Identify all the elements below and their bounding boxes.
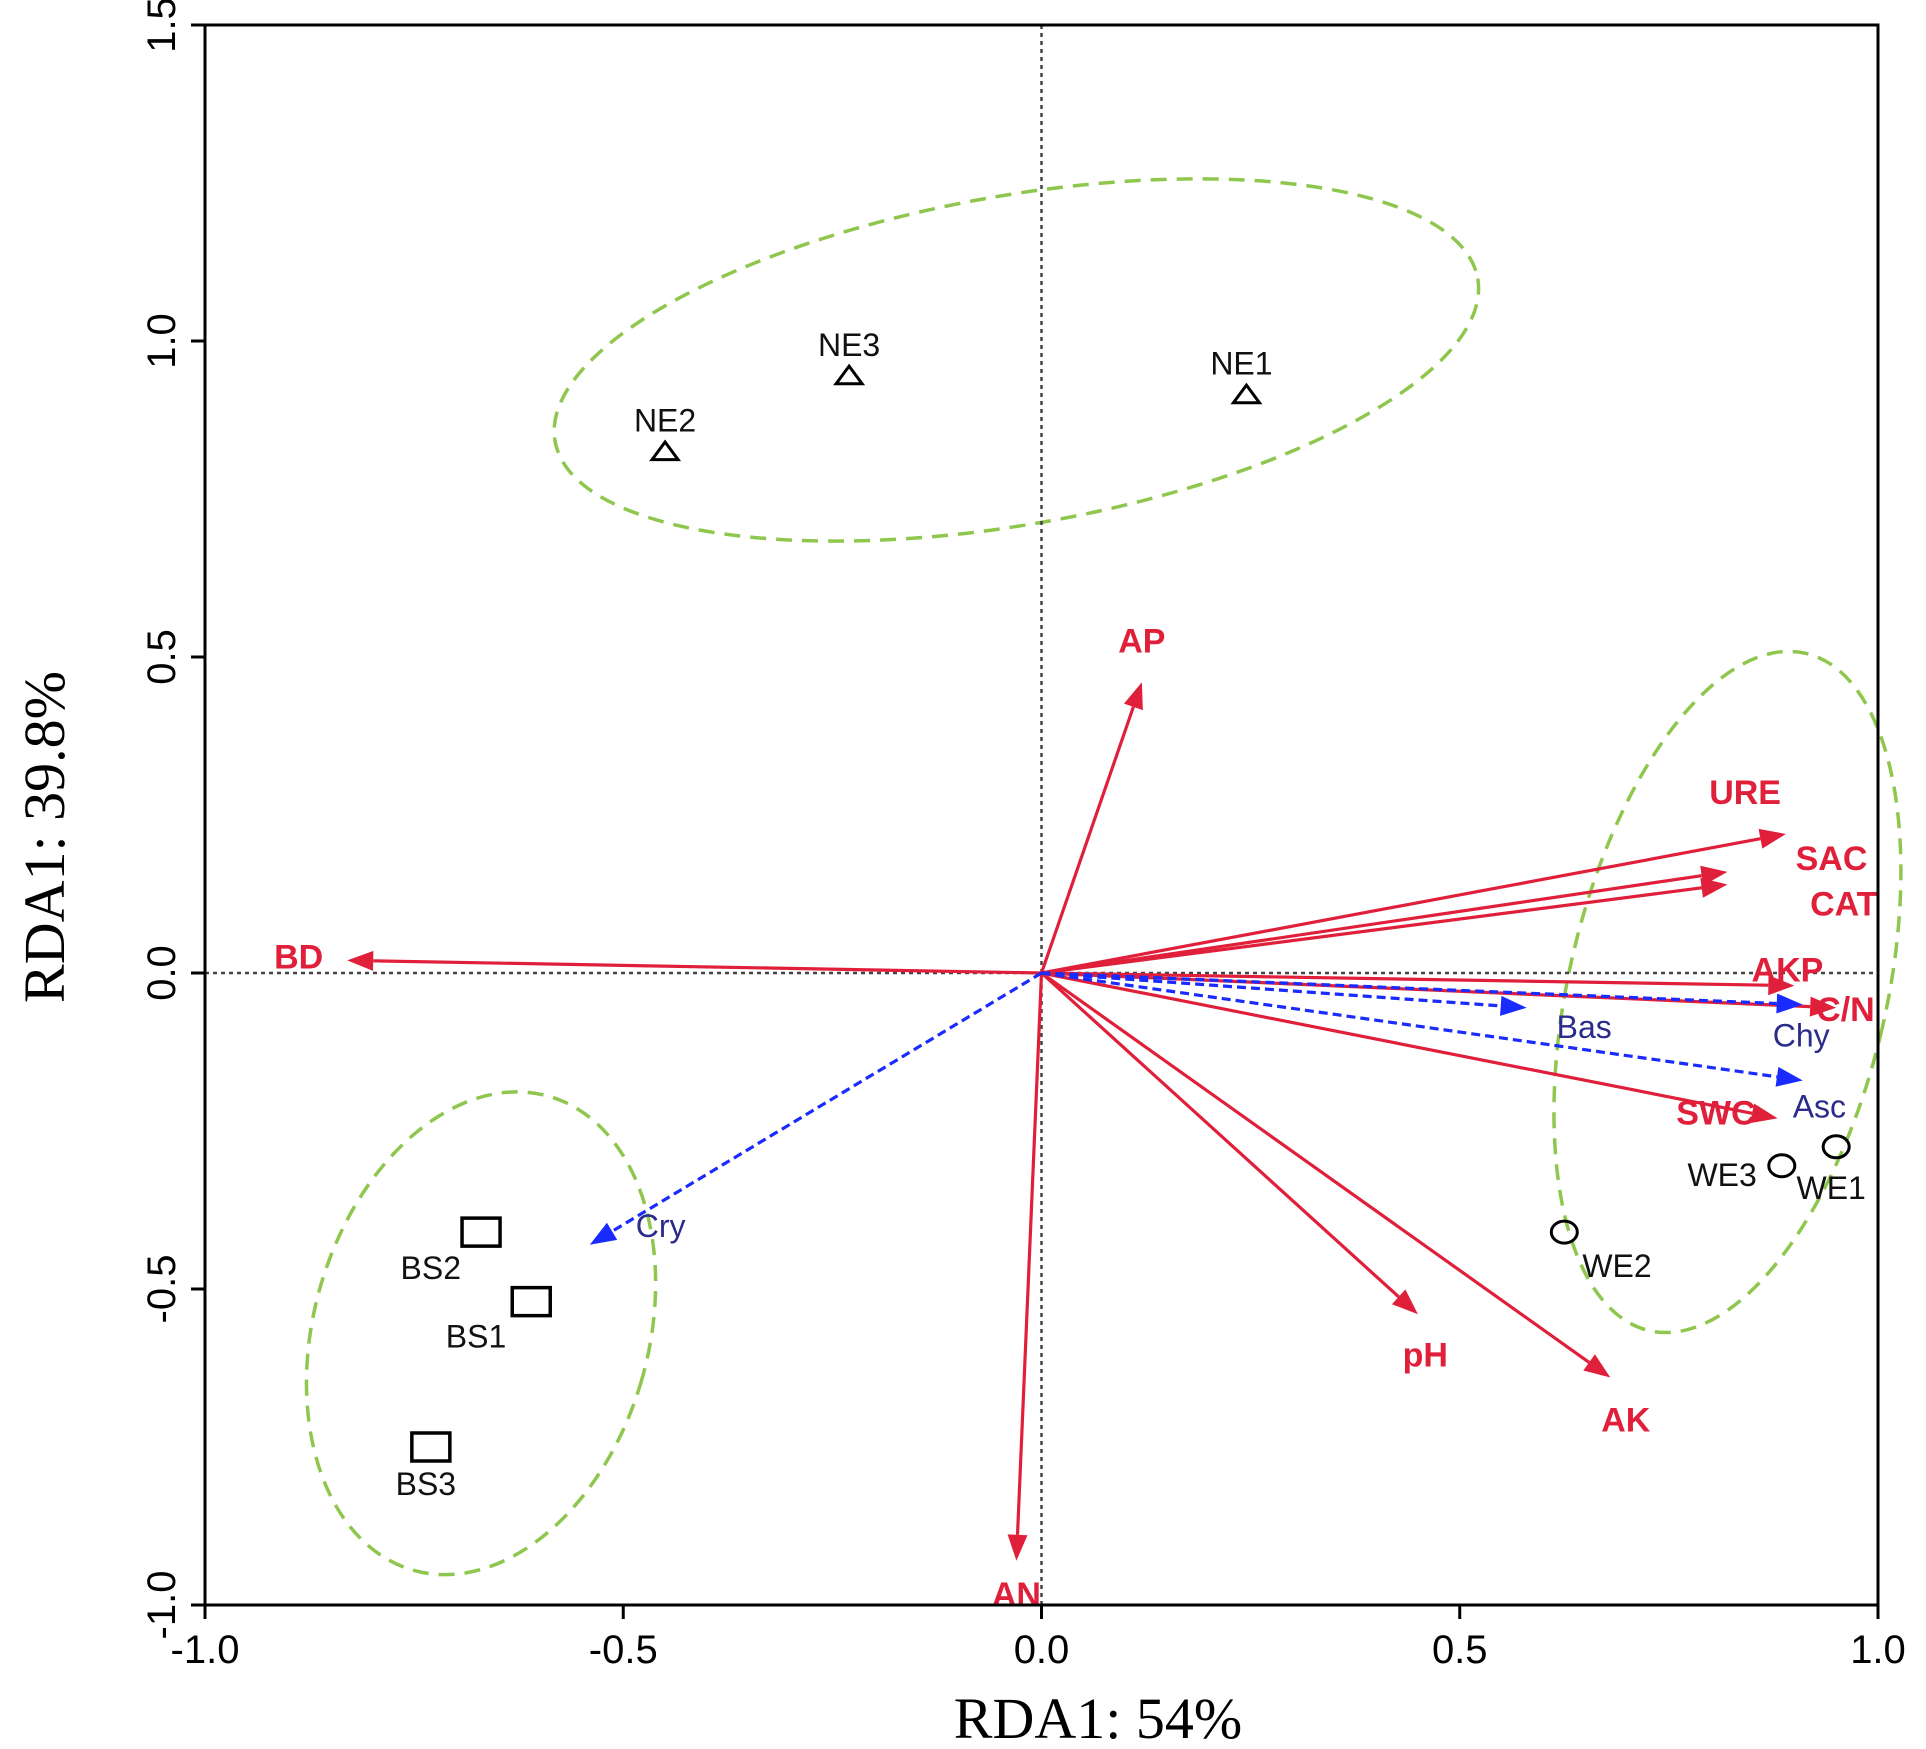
x-axis-title: RDA1: 54% bbox=[954, 1686, 1242, 1749]
env-label-akp: AKP bbox=[1752, 952, 1824, 990]
env-vector-akp-line bbox=[1041, 971, 1769, 987]
env-vector-swc-line bbox=[1041, 971, 1753, 1115]
species-vector-bas-line bbox=[1041, 971, 1501, 1008]
ellipse-ne bbox=[552, 177, 1481, 543]
reference-lines bbox=[205, 25, 1878, 1605]
y-tick-label-2: 0.0 bbox=[140, 945, 184, 1001]
plot-border bbox=[203, 23, 1880, 1607]
site-points: NE1 NE2 NE3 WE1 WE2 WE3 BS1 BS2 BS3 bbox=[396, 327, 1866, 1502]
env-vector-akp-arrowhead bbox=[1768, 975, 1795, 996]
env-vector-bd-arrowhead bbox=[347, 950, 374, 971]
env-vector-cat-arrowhead bbox=[1700, 877, 1728, 898]
env-vector-an-arrowhead bbox=[1007, 1534, 1028, 1561]
env-label-ure: URE bbox=[1709, 774, 1781, 812]
env-label-swc: SWC bbox=[1676, 1094, 1755, 1132]
ellipse-bs bbox=[304, 1090, 658, 1577]
species-label-chy: Chy bbox=[1773, 1018, 1830, 1054]
site-marker-we1 bbox=[1821, 1134, 1851, 1160]
site-marker-bs3 bbox=[410, 1431, 452, 1463]
site-label-ne1: NE1 bbox=[1210, 346, 1272, 382]
x-tick-label-0: -1.0 bbox=[171, 1628, 240, 1672]
species-vector-asc-arrowhead bbox=[1775, 1066, 1803, 1087]
env-vector-ak-arrowhead bbox=[1583, 1354, 1611, 1378]
species-vector-chy-line bbox=[1041, 971, 1777, 1006]
y-axis-title: RDA1: 39.8% bbox=[12, 671, 77, 1003]
site-label-bs2: BS2 bbox=[401, 1250, 461, 1286]
env-label-cat: CAT bbox=[1810, 886, 1878, 924]
species-vector-bas-arrowhead bbox=[1500, 995, 1527, 1016]
y-tick-label-0: -1.0 bbox=[140, 1571, 184, 1640]
site-label-bs1: BS1 bbox=[446, 1319, 506, 1355]
site-label-ne2: NE2 bbox=[634, 403, 696, 439]
site-label-we2: WE2 bbox=[1582, 1248, 1651, 1284]
env-vector-sac-line bbox=[1041, 874, 1702, 975]
species-label-asc: Asc bbox=[1793, 1088, 1846, 1124]
x-tick-label-2: 0.0 bbox=[1014, 1628, 1070, 1672]
site-marker-ne1 bbox=[1230, 382, 1263, 405]
env-vector-ak-line bbox=[1040, 971, 1591, 1364]
species-vector-chy-arrowhead bbox=[1776, 993, 1803, 1014]
axis-ticks: -1.0 -0.5 0.0 0.5 1.0 -1.0 -0.5 0.0 0.5 1.0 1.5 bbox=[140, 0, 1906, 1672]
site-label-bs3: BS3 bbox=[396, 1466, 456, 1502]
env-vector-ph-line bbox=[1040, 971, 1400, 1299]
species-label-cry: Cry bbox=[636, 1208, 686, 1244]
env-vector-bd-line bbox=[373, 959, 1042, 975]
y-tick-label-1: -0.5 bbox=[140, 1255, 184, 1324]
site-marker-bs1 bbox=[510, 1285, 552, 1318]
site-marker-we3 bbox=[1767, 1153, 1797, 1179]
site-label-we1: WE1 bbox=[1797, 1170, 1866, 1206]
env-vector-an-line bbox=[1015, 972, 1044, 1535]
y-tick-label-4: 1.0 bbox=[140, 313, 184, 369]
env-label-ph: pH bbox=[1403, 1336, 1448, 1374]
x-tick-label-3: 0.5 bbox=[1432, 1628, 1488, 1672]
species-vector-cry-line bbox=[611, 971, 1043, 1233]
x-tick-label-1: -0.5 bbox=[589, 1628, 658, 1672]
species-label-bas: Bas bbox=[1557, 1009, 1612, 1045]
env-vector-ure-line bbox=[1041, 837, 1761, 975]
env-vector-cn-arrowhead bbox=[1809, 996, 1837, 1017]
env-vector-ph-arrowhead bbox=[1391, 1289, 1418, 1315]
ellipse-we bbox=[1552, 649, 1903, 1335]
species-vector-asc-line bbox=[1041, 971, 1778, 1079]
plot-frame bbox=[203, 23, 1880, 1607]
site-marker-ne2 bbox=[649, 439, 682, 462]
env-vector-cat-line bbox=[1041, 886, 1702, 975]
site-marker-we2 bbox=[1549, 1219, 1579, 1245]
env-label-bd: BD bbox=[274, 938, 323, 976]
group-ellipses bbox=[304, 177, 1903, 1577]
site-marker-ne3 bbox=[833, 363, 866, 386]
env-vector-ap-arrowhead bbox=[1123, 682, 1143, 711]
env-label-cn: C/N bbox=[1816, 991, 1875, 1029]
y-tick-label-5: 1.5 bbox=[140, 0, 184, 53]
site-label-ne3: NE3 bbox=[818, 327, 880, 363]
env-vector-swc-arrowhead bbox=[1750, 1103, 1778, 1124]
env-label-ak: AK bbox=[1601, 1401, 1651, 1439]
species-vector-cry-arrowhead bbox=[589, 1222, 618, 1245]
env-vector-ap-line bbox=[1039, 706, 1135, 974]
y-tick-label-3: 0.5 bbox=[140, 629, 184, 685]
env-label-ap: AP bbox=[1118, 622, 1165, 660]
site-marker-bs2 bbox=[460, 1216, 502, 1248]
site-label-we3: WE3 bbox=[1687, 1157, 1756, 1193]
env-label-sac: SAC bbox=[1796, 840, 1868, 878]
env-label-an: AN bbox=[992, 1576, 1041, 1614]
env-vector-ure-arrowhead bbox=[1758, 828, 1786, 849]
x-tick-label-4: 1.0 bbox=[1850, 1628, 1906, 1672]
